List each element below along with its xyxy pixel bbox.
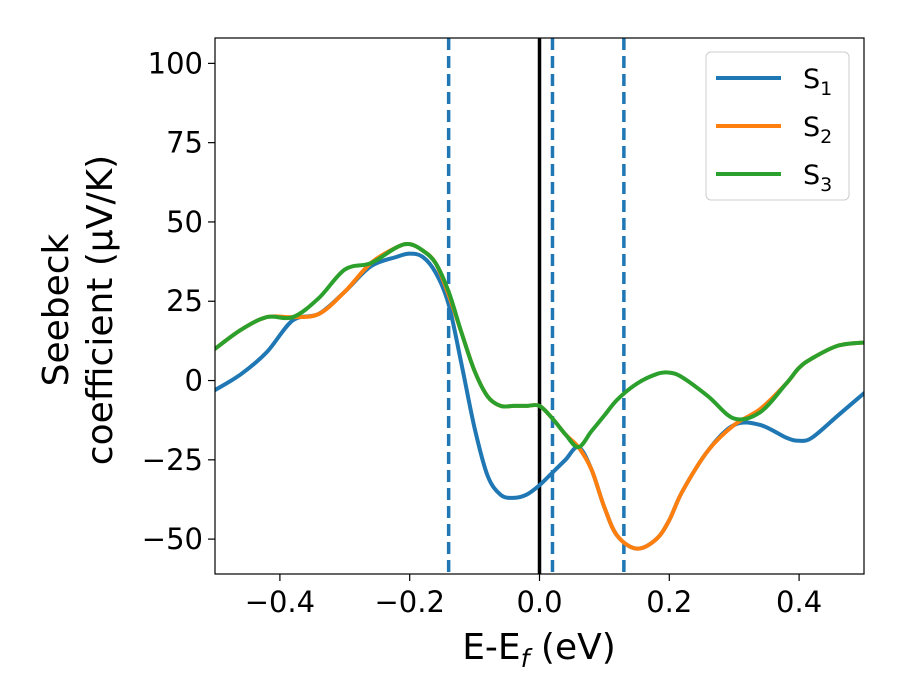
y-axis-title-line2: coefficient (μV/K) [80, 155, 121, 465]
legend: S1 S2 S3 [705, 51, 850, 201]
x-tick-label: −0.4 [245, 585, 315, 619]
legend-label-s1: S1 [803, 64, 832, 100]
legend-label-s3: S3 [803, 160, 832, 196]
x-tick-label: 0.4 [776, 585, 822, 619]
x-axis-title: E-Ef (eV) [462, 627, 616, 673]
y-tick-label: 0 [185, 364, 203, 398]
y-axis: −50 −25 0 25 50 75 100 [142, 46, 215, 556]
x-tick-label: 0.0 [516, 585, 562, 619]
y-axis-title-line1: Seebeck [36, 233, 77, 386]
y-tick-label: 100 [148, 46, 203, 80]
x-tick-label: 0.2 [646, 585, 692, 619]
x-tick-label: −0.2 [374, 585, 444, 619]
y-tick-label: −50 [142, 522, 203, 556]
y-tick-label: 25 [166, 284, 203, 318]
y-tick-label: −25 [142, 443, 203, 477]
series-lines [215, 241, 864, 551]
series-line-s3 [215, 241, 864, 450]
y-tick-label: 75 [166, 126, 203, 160]
legend-label-s2: S2 [803, 112, 832, 148]
x-axis: −0.4 −0.2 0.0 0.2 0.4 [245, 574, 822, 619]
y-tick-label: 50 [166, 205, 203, 239]
y-axis-title: Seebeck coefficient (μV/K) [36, 155, 121, 465]
